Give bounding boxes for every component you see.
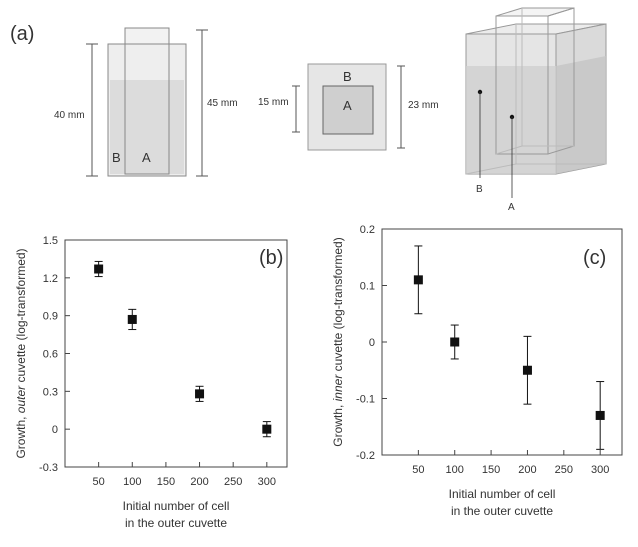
top-label-b: B: [343, 69, 352, 84]
x-tick-label: 300: [591, 464, 609, 476]
data-point: [522, 365, 532, 375]
data-point: [413, 275, 423, 285]
x-tick-label: 300: [258, 476, 276, 488]
x-tick-label: 50: [412, 464, 424, 476]
x-axis-label: Initial number of cell: [449, 487, 556, 501]
data-point: [127, 314, 137, 324]
data-point: [94, 264, 104, 274]
x-axis-label: in the outer cuvette: [125, 516, 227, 530]
data-point: [195, 389, 205, 399]
y-tick-label: 0.2: [360, 224, 375, 236]
x-tick-label: 100: [123, 476, 141, 488]
y-tick-label: 0.1: [360, 281, 375, 293]
data-point: [262, 424, 272, 434]
iso-pointers: [477, 89, 515, 198]
side-height-total-label: 45 mm: [207, 98, 238, 109]
y-tick-label: 0.9: [43, 311, 58, 323]
chart-c: -0.2 -0.1 0 0.1 0.2 50 100 150 200 250 300 Initial …: [331, 224, 623, 518]
y-tick-label: 0: [369, 337, 375, 349]
x-tick-label: 100: [446, 464, 464, 476]
iso-label-b: B: [476, 184, 483, 195]
data-point: [450, 337, 460, 347]
y-tick-label: -0.1: [356, 394, 375, 406]
y-tick-label: 1.2: [43, 273, 58, 285]
y-tick-label: 0.6: [43, 349, 58, 361]
panel-label-a: (a): [10, 23, 34, 45]
top-view-diagram: [292, 63, 405, 151]
data-point: [595, 410, 605, 420]
top-label-a: A: [343, 98, 352, 113]
x-tick-label: 250: [555, 464, 573, 476]
panel-label-c: (c): [583, 247, 606, 269]
x-tick-label: 150: [482, 464, 500, 476]
x-tick-label: 200: [190, 476, 208, 488]
side-view-diagram: [86, 27, 208, 177]
x-tick-label: 250: [224, 476, 242, 488]
x-axis-label: Initial number of cell: [123, 499, 230, 513]
y-tick-label: 1.5: [43, 235, 58, 247]
y-tick-label: -0.3: [39, 462, 58, 474]
side-label-a: A: [142, 150, 151, 165]
y-tick-label: -0.2: [356, 450, 375, 462]
x-axis-label: in the outer cuvette: [451, 504, 553, 518]
x-tick-label: 150: [157, 476, 175, 488]
y-axis-label: Growth, inner cuvette (log-transformed): [331, 237, 345, 446]
panel-label-b: (b): [259, 247, 283, 269]
x-tick-label: 50: [93, 476, 105, 488]
y-axis-label: Growth, outer cuvette (log-transformed): [14, 248, 28, 458]
side-label-b: B: [112, 150, 121, 165]
iso-label-a: A: [508, 202, 515, 213]
top-inner-size-label: 15 mm: [258, 97, 289, 108]
iso-view-diagram: [465, 7, 607, 175]
y-tick-label: 0: [52, 424, 58, 436]
x-tick-label: 200: [518, 464, 536, 476]
chart-b: -0.3 0 0.3 0.6 0.9 1.2 1.5 50 100 150 200 250 300 Ini…: [14, 235, 288, 530]
y-tick-label: 0.3: [43, 386, 58, 398]
top-outer-size-label: 23 mm: [408, 100, 439, 111]
side-height-outer-label: 40 mm: [54, 110, 85, 121]
